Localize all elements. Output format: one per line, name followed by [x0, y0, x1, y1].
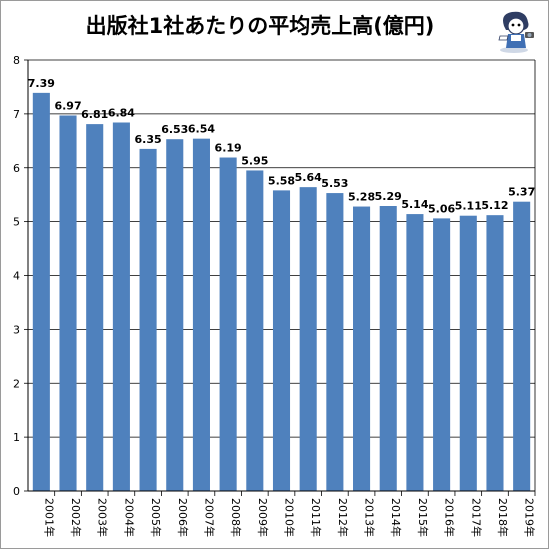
bar [166, 139, 184, 492]
bar [59, 115, 77, 492]
y-tick-label: 5 [13, 216, 20, 229]
data-label: 5.53 [321, 177, 348, 190]
data-label: 6.35 [135, 133, 162, 146]
bar [459, 215, 477, 492]
x-tick-label: 2001年 [42, 498, 56, 537]
x-tick-label: 2005年 [149, 498, 163, 537]
y-tick-label: 6 [13, 162, 20, 175]
y-tick-label: 8 [13, 54, 20, 67]
data-label: 5.28 [348, 191, 375, 204]
data-label: 5.06 [428, 202, 455, 215]
data-label: 5.29 [375, 190, 402, 203]
bar [353, 206, 371, 492]
x-tick-label: 2019年 [523, 498, 537, 537]
x-tick-label: 2003年 [96, 498, 110, 537]
data-label: 5.58 [268, 174, 295, 187]
x-tick-label: 2010年 [283, 498, 297, 537]
bar [192, 138, 210, 491]
y-tick-label: 1 [13, 431, 20, 444]
x-tick-label: 2009年 [256, 498, 270, 537]
x-tick-label: 2006年 [176, 498, 190, 537]
x-tick-label: 2012年 [336, 498, 350, 537]
data-label: 5.11 [455, 200, 482, 213]
data-label: 5.95 [241, 154, 268, 167]
data-label: 6.97 [54, 99, 81, 112]
bar [139, 148, 157, 492]
x-tick-label: 2004年 [122, 498, 136, 537]
x-tick-label: 2007年 [202, 498, 216, 537]
bar [272, 190, 291, 491]
data-label: 6.53 [161, 123, 188, 136]
y-tick-label: 7 [13, 108, 20, 121]
bar [299, 187, 317, 491]
reporter-mascot-icon [498, 11, 534, 53]
x-tick-label: 2016年 [443, 498, 457, 537]
data-label: 5.37 [508, 186, 535, 199]
y-tick-label: 4 [13, 270, 20, 283]
bar [32, 92, 50, 492]
bar [112, 122, 130, 492]
bar [86, 124, 104, 491]
data-label: 7.39 [28, 77, 55, 90]
bar [406, 214, 424, 491]
bar [219, 157, 237, 492]
x-tick-label: 2017年 [469, 498, 483, 537]
bar [513, 201, 531, 491]
bar [326, 193, 344, 492]
data-label: 6.54 [188, 123, 215, 136]
bar [246, 170, 264, 491]
x-tick-label: 2008年 [229, 498, 243, 537]
y-tick-label: 3 [13, 323, 20, 336]
data-label: 5.64 [295, 171, 322, 184]
y-tick-label: 2 [13, 377, 20, 390]
data-label: 6.81 [81, 108, 108, 121]
x-tick-label: 2018年 [496, 498, 510, 537]
x-tick-label: 2014年 [389, 498, 403, 537]
y-tick-label: 0 [13, 485, 20, 498]
bar [379, 206, 397, 491]
data-label: 5.14 [401, 198, 428, 211]
bar [433, 218, 451, 491]
chart-title: 出版社1社あたりの平均売上高(億円) [85, 14, 435, 38]
data-label: 6.84 [108, 106, 135, 119]
x-tick-label: 2011年 [309, 498, 323, 537]
data-label: 5.12 [481, 199, 508, 212]
x-tick-label: 2002年 [69, 498, 83, 537]
data-label: 6.19 [215, 142, 242, 155]
bar [486, 215, 504, 491]
x-tick-label: 2013年 [363, 498, 377, 537]
x-tick-label: 2015年 [416, 498, 430, 537]
